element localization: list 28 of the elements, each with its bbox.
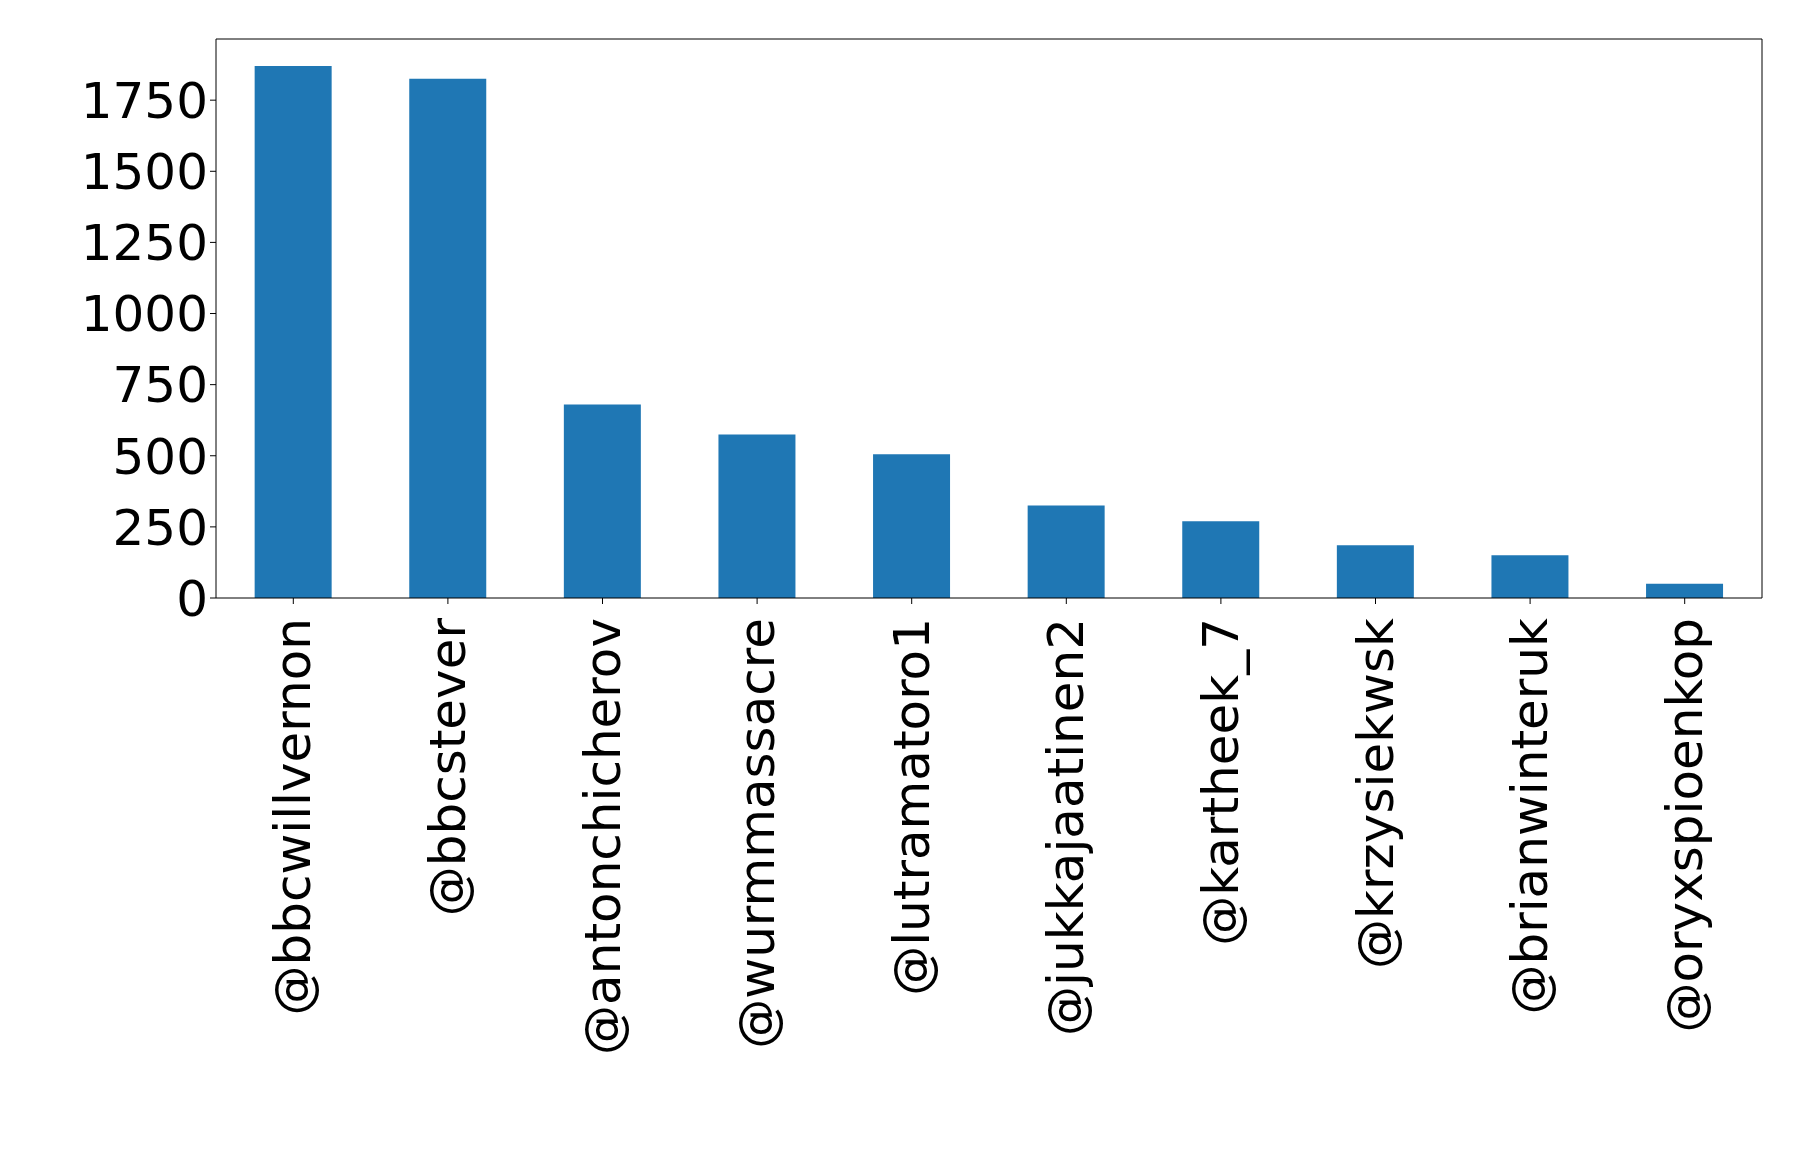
- x-tick-label: @wurmmassacre: [728, 618, 787, 1049]
- y-tick-label: 1250: [80, 214, 208, 273]
- x-tick-label: @bbcwillvernon: [264, 618, 323, 1016]
- y-tick-label: 750: [112, 356, 208, 415]
- y-tick-label: 1750: [80, 71, 208, 130]
- x-tick-label: @bbcstever: [418, 617, 477, 917]
- bar: [1491, 555, 1569, 598]
- y-tick-label: 0: [176, 569, 208, 628]
- bar: [254, 66, 332, 598]
- bar: [718, 434, 796, 598]
- x-tick-label: @antonchicherov: [573, 618, 632, 1055]
- x-tick-label: @kartheek_7: [1191, 618, 1250, 946]
- y-tick-label: 1000: [80, 285, 208, 344]
- x-tick-label: @krzysiekwsk: [1346, 617, 1405, 969]
- x-tick-label: @oryxspioenkop: [1655, 618, 1714, 1033]
- x-tick-label: @lutramatoro1: [882, 618, 941, 996]
- x-tick-label: @jukkajaatinen2: [1037, 618, 1096, 1036]
- y-tick-label: 500: [112, 427, 208, 486]
- bar: [1027, 505, 1105, 598]
- y-tick-label: 250: [112, 498, 208, 557]
- bar: [1646, 583, 1724, 598]
- bar: [1336, 545, 1414, 598]
- bar: [1182, 521, 1260, 598]
- bar: [873, 454, 951, 598]
- x-tick-label: @brianwinteruk: [1501, 617, 1560, 1015]
- bar: [563, 404, 641, 598]
- y-tick-label: 1500: [80, 143, 208, 202]
- bar: [409, 78, 487, 598]
